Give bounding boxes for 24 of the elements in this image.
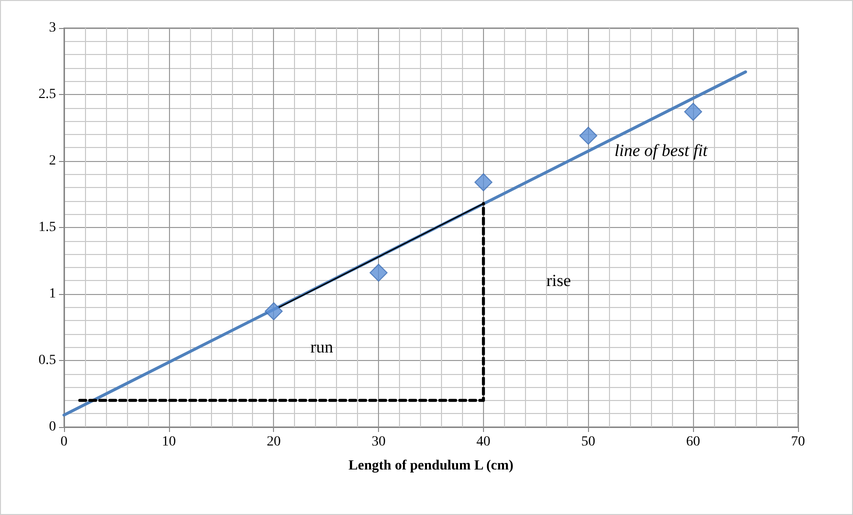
annotation: rise — [546, 271, 571, 290]
point — [370, 264, 388, 282]
x-tick-label: 30 — [372, 434, 386, 450]
point — [684, 102, 702, 121]
x-tick-label: 20 — [266, 434, 281, 450]
x-tick-label: 0 — [60, 434, 68, 450]
y-tick-label: 2.5 — [38, 87, 56, 102]
x-tick-label: 70 — [791, 434, 805, 450]
point — [579, 126, 598, 145]
x-tick-label: 10 — [162, 434, 176, 450]
point — [264, 302, 283, 320]
annotation: run — [310, 338, 334, 357]
y-tick-label: 1.5 — [38, 220, 56, 235]
y-tick-label: 2 — [49, 154, 56, 168]
x-axis-title: Length of pendulum L (cm) — [348, 458, 514, 474]
point — [474, 173, 492, 192]
x-tick-label: 60 — [686, 434, 700, 450]
annotation: line of best fit — [614, 140, 709, 160]
x-tick-label: 50 — [581, 434, 596, 450]
x-tick-label: 40 — [476, 434, 490, 450]
y-tick-label: 0 — [49, 420, 56, 434]
y-tick-label: 0.5 — [38, 353, 56, 368]
y-tick-label: 1 — [49, 286, 56, 302]
y-tick-label: 3 — [49, 20, 56, 36]
